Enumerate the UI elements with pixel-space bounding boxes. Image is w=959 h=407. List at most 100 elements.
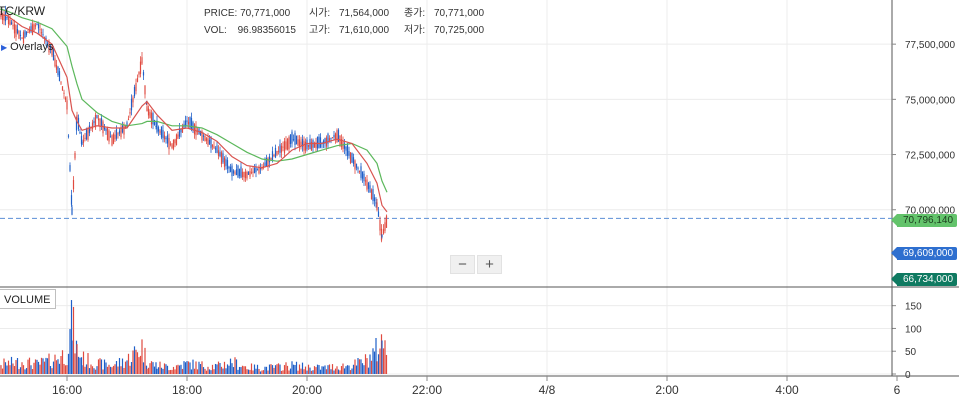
candle-body [359, 171, 360, 172]
volume-bar [144, 348, 145, 374]
candle-body [71, 195, 72, 205]
volume-bar [201, 361, 202, 374]
candle-body [272, 151, 273, 160]
time-tick-label: 20:00 [292, 383, 322, 397]
volume-bar [336, 366, 337, 374]
volume-bar [317, 365, 318, 374]
volume-bar [164, 363, 165, 374]
moving-average-short-line [0, 11, 387, 212]
volume-panel-label: VOLUME [0, 289, 56, 309]
volume-bar [228, 366, 229, 374]
volume-bar [66, 365, 67, 374]
candle-body [363, 174, 364, 181]
volume-bar [303, 369, 304, 374]
volume-bar [96, 366, 97, 374]
volume-bar [174, 369, 175, 374]
volume-tick-label: 100 [905, 324, 922, 335]
overlays-toggle[interactable]: ▶Overlays [1, 41, 54, 53]
candle-body [132, 98, 133, 103]
candle-body [206, 138, 207, 141]
candle-body [144, 85, 145, 94]
candle-body [384, 222, 385, 231]
candle-body [159, 131, 160, 134]
volume-bar [32, 369, 33, 374]
volume-bar [114, 364, 115, 374]
volume-bar [263, 370, 264, 374]
volume-bar [165, 364, 166, 374]
volume-bar [146, 369, 147, 374]
candle-body [92, 123, 93, 129]
volume-bar [6, 366, 7, 374]
volume-bar [302, 363, 303, 374]
high-label: 고가: [309, 22, 330, 39]
volume-bar [251, 363, 252, 374]
zoom-out-button[interactable]: − [450, 255, 475, 274]
candle-body [306, 140, 307, 150]
candle-body [161, 126, 162, 137]
low-value: 70,725,000 [434, 22, 484, 39]
volume-bar [323, 366, 324, 374]
volume-bar [123, 368, 124, 374]
candle-body [56, 65, 57, 70]
volume-bar [219, 363, 220, 374]
candle-body [368, 183, 369, 189]
candle-body [381, 235, 382, 237]
volume-bar [248, 370, 249, 374]
volume-bar [87, 353, 88, 374]
volume-bar [207, 367, 208, 374]
volume-bar [273, 368, 274, 374]
volume-bar [344, 368, 345, 374]
volume-bar [20, 367, 21, 374]
volume-bar [179, 365, 180, 374]
volume-bar [132, 350, 133, 374]
candle-body [335, 133, 336, 139]
volume-bar [122, 359, 123, 374]
volume-bar [154, 367, 155, 374]
candle-body [21, 37, 22, 38]
volume-bar [135, 350, 136, 374]
volume-bar [30, 365, 31, 374]
volume-bar [290, 369, 291, 374]
volume-bar [76, 344, 77, 374]
volume-bar [156, 369, 157, 374]
volume-bar [159, 362, 160, 374]
volume-bar [27, 360, 28, 374]
volume-bar [222, 369, 223, 374]
volume-bar [210, 370, 211, 374]
candle-body [73, 180, 74, 189]
candle-body [379, 220, 380, 231]
volume-bar [299, 365, 300, 374]
volume-bar [198, 362, 199, 374]
volume-bar [125, 362, 126, 374]
candle-body [71, 207, 72, 214]
candle-body [117, 133, 118, 134]
candle-body [185, 121, 186, 126]
candle-body [233, 171, 234, 174]
candle-body [26, 32, 27, 35]
volume-bar [305, 367, 306, 374]
volume-bar [312, 370, 313, 374]
overlays-label: Overlays [10, 41, 53, 53]
candle-body [264, 162, 265, 166]
volume-bar [306, 371, 307, 374]
volume-bar [203, 367, 204, 374]
candle-body [176, 134, 177, 145]
candle-body [110, 136, 111, 137]
volume-bar [240, 367, 241, 374]
volume-bar [176, 365, 177, 374]
price-tick-label: 72,500,000 [905, 151, 955, 162]
candle-body [357, 167, 358, 169]
zoom-in-button[interactable]: + [477, 255, 502, 274]
candle-body [158, 127, 159, 131]
volume-bar [368, 368, 369, 374]
candle-body [27, 32, 28, 33]
candle-body [281, 146, 282, 153]
volume-bar [35, 359, 36, 374]
candle-body [332, 137, 333, 138]
volume-bar [101, 359, 102, 374]
volume-bar [261, 370, 262, 374]
candle-body [33, 24, 34, 32]
candle-body [38, 24, 39, 28]
